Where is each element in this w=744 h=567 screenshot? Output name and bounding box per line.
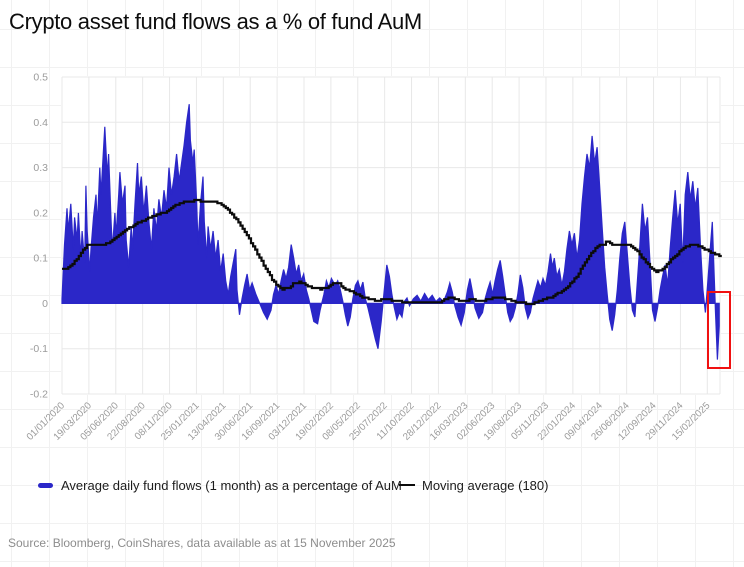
source-note: Source: Bloomberg, CoinShares, data avai… <box>8 536 396 550</box>
legend-item-fund-flows: Average daily fund flows (1 month) as a … <box>38 476 402 494</box>
y-tick-label: 0.3 <box>33 162 48 174</box>
y-tick-label: -0.1 <box>30 343 48 355</box>
moving-average-legend-label: Moving average (180) <box>422 477 549 493</box>
chart-title: Crypto asset fund flows as a % of fund A… <box>9 9 422 34</box>
chart-legend: Average daily fund flows (1 month) as a … <box>0 476 744 498</box>
y-tick-label: 0.1 <box>33 253 48 265</box>
y-tick-label: 0.4 <box>33 117 48 129</box>
y-tick-label: -0.2 <box>30 389 48 401</box>
y-tick-label: 0 <box>42 298 48 310</box>
y-tick-label: 0.2 <box>33 207 48 219</box>
fund-flows-legend-swatch-icon <box>38 482 53 488</box>
y-tick-label: 0.5 <box>33 72 48 84</box>
moving-average-legend-swatch-icon <box>399 483 415 487</box>
highlight-rectangle <box>706 290 731 369</box>
fund-flows-legend-label: Average daily fund flows (1 month) as a … <box>61 477 402 493</box>
moving-average-line-series <box>62 198 722 306</box>
legend-item-moving-average: Moving average (180) <box>399 476 548 494</box>
